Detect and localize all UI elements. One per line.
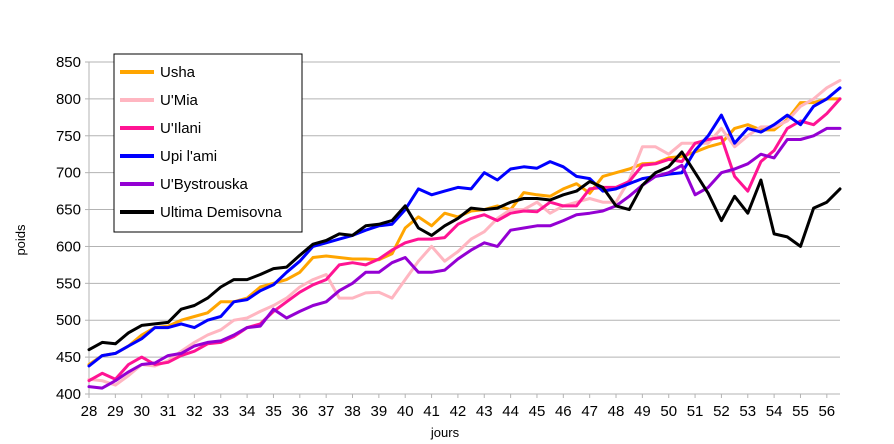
x-tick-label: 34 (239, 403, 256, 420)
y-axis-label: poids (13, 224, 28, 256)
legend-box (113, 53, 303, 233)
x-tick-label: 56 (818, 403, 835, 420)
x-tick-label: 53 (739, 403, 756, 420)
y-tick-label: 400 (56, 386, 81, 403)
x-tick-label: 42 (450, 403, 467, 420)
y-tick-label: 700 (56, 165, 81, 182)
x-tick-label: 37 (318, 403, 335, 420)
x-axis-ticks: 28 29 30 31 32 33 34 35 36 37 38 39 40 41 42 43 44 45 46 47… (81, 394, 835, 420)
x-tick-label: 32 (186, 403, 203, 420)
x-tick-label: 40 (397, 403, 414, 420)
x-axis-label: jours (430, 425, 460, 440)
y-tick-label: 750 (56, 128, 81, 145)
x-tick-label: 31 (160, 403, 177, 420)
x-tick-label: 46 (555, 403, 572, 420)
x-tick-label: 44 (502, 403, 519, 420)
y-tick-label: 600 (56, 238, 81, 255)
x-tick-label: 52 (713, 403, 730, 420)
legend-entry: Ultima Demisovna (160, 204, 282, 221)
x-tick-label: 47 (581, 403, 598, 420)
series-lines (87, 78, 842, 390)
y-tick-label: 450 (56, 349, 81, 366)
x-tick-label: 54 (766, 403, 783, 420)
y-tick-label: 800 (56, 91, 81, 108)
x-tick-label: 30 (133, 403, 150, 420)
legend: Usha U'Mia U'Ilani Upi l'ami U'Bystrouska Ult… (113, 53, 303, 233)
series-line-4 (87, 126, 842, 390)
legend-entry: U'Bystrouska (160, 176, 249, 193)
series-line-1 (87, 78, 842, 387)
x-tick-label: 38 (344, 403, 361, 420)
y-tick-label: 850 (56, 54, 81, 71)
legend-entry: U'Ilani (160, 120, 201, 137)
x-tick-label: 39 (371, 403, 388, 420)
x-tick-label: 43 (476, 403, 493, 420)
series-line-3 (87, 86, 842, 368)
legend-entry: U'Mia (160, 92, 199, 109)
x-tick-label: 33 (212, 403, 229, 420)
y-tick-label: 650 (56, 202, 81, 219)
x-tick-label: 49 (634, 403, 651, 420)
x-tick-label: 28 (81, 403, 98, 420)
y-axis-ticks: 400 450 500 550 600 650 700 750 800 850 (56, 54, 89, 403)
x-tick-label: 41 (423, 403, 440, 420)
x-tick-label: 29 (107, 403, 124, 420)
x-tick-label: 35 (265, 403, 282, 420)
x-tick-label: 45 (529, 403, 546, 420)
x-tick-label: 51 (687, 403, 704, 420)
x-tick-label: 50 (660, 403, 677, 420)
legend-entry: Usha (160, 64, 196, 81)
y-tick-label: 500 (56, 312, 81, 329)
x-tick-label: 36 (291, 403, 308, 420)
y-tick-label: 550 (56, 275, 81, 292)
x-tick-label: 55 (792, 403, 809, 420)
legend-entry: Upi l'ami (160, 148, 217, 165)
x-tick-label: 48 (608, 403, 625, 420)
series-line-5 (87, 150, 842, 352)
